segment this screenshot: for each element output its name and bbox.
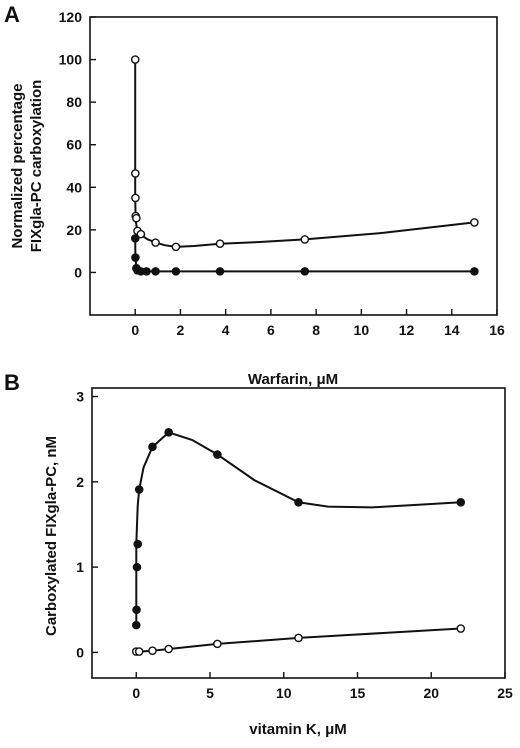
panel-b-filled-circle-point <box>164 428 173 437</box>
panel-a-open-circle-point <box>136 229 146 239</box>
panel-b-y-tick-label: 0 <box>76 644 84 660</box>
panel-b-x-tick-label: 20 <box>423 685 439 701</box>
panel-b-y-tick-label: 3 <box>76 389 84 405</box>
panel-a-y-tick-label: 40 <box>66 179 82 195</box>
panel-b-open-circle-point <box>294 633 303 643</box>
panel-a-x-tick-label: 0 <box>131 322 139 338</box>
panel-b-x-tick-label: 15 <box>350 685 366 701</box>
panel-b-open-circle-point <box>148 646 157 656</box>
panel-a-filled-circle-point <box>470 267 479 276</box>
panel-b-filled-circle-point <box>131 620 141 630</box>
panel-b-series-lines <box>135 431 461 653</box>
panel-a-y-ticks: 0 20 40 60 80 100 120 <box>59 9 96 280</box>
panel-a-x-tick-label: 14 <box>444 322 460 338</box>
panel-b-x-axis-label: vitamin K, μM <box>249 721 347 738</box>
panel-b: B 0 5 10 15 20 25 0 1 2 3 vitamin K, μM Carboxyl… <box>4 370 513 738</box>
panel-b-filled-circle-point <box>294 497 303 507</box>
panel-a-open-circle-point <box>470 218 479 227</box>
panel-b-filled-circle-point <box>456 497 466 507</box>
panel-a-open-circle-point <box>131 193 140 203</box>
panel-a-filled-circle-point <box>171 267 181 276</box>
panel-a-filled-circle-point <box>151 267 160 276</box>
panel-a-x-tick-label: 8 <box>312 322 320 338</box>
panel-a-x-tick-label: 2 <box>177 322 185 338</box>
panel-a-open-circle-point <box>131 169 140 178</box>
panel-a-open-circle-point <box>151 238 160 247</box>
panel-b-open-circle-point <box>213 639 222 649</box>
panel-b-y-tick-label: 1 <box>76 559 84 575</box>
panel-b-open-circle-point <box>164 644 173 654</box>
panel-a-plot-frame <box>89 16 498 316</box>
panel-b-open-circle-point <box>456 624 466 633</box>
panel-a-filled-circle-point <box>142 267 151 276</box>
panel-a-open-circle-point <box>130 55 140 64</box>
panel-b-open-circle-point <box>134 647 144 656</box>
panel-a-filled-circle-point <box>130 234 140 243</box>
panel-a-letter: A <box>4 2 20 27</box>
panel-a-filled-circle-point <box>131 253 140 262</box>
panel-b-y-ticks: 0 1 2 3 <box>76 389 98 660</box>
panel-a-y-axis-label-line-1: Normalized percentage <box>9 83 26 248</box>
panel-a-series-1-line <box>134 59 475 248</box>
panel-a-data-points <box>130 55 479 276</box>
panel-a-open-circle-point <box>132 213 141 223</box>
panel-a-x-tick-label: 16 <box>489 322 505 338</box>
panel-b-filled-circle-point <box>132 605 141 615</box>
panel-a-x-tick-label: 12 <box>399 322 415 338</box>
panel-a-y-tick-label: 0 <box>74 264 82 280</box>
panel-b-filled-circle-point <box>134 485 144 494</box>
panel-b-y-tick-label: 2 <box>76 474 84 490</box>
panel-b-filled-circle-point <box>132 562 142 572</box>
panel-b-letter: B <box>4 370 20 395</box>
panel-a-y-tick-label: 100 <box>59 52 83 68</box>
panel-b-x-tick-label: 0 <box>132 685 140 701</box>
panel-b-filled-circle-point <box>148 442 157 452</box>
panel-a-y-tick-label: 20 <box>66 222 82 238</box>
panel-a-y-axis-label: Normalized percentage FIXgla-PC carboxyl… <box>9 80 45 253</box>
panel-b-filled-circle-point <box>213 450 222 459</box>
panel-b-y-axis-label: Carboxylated FIXgla-PC, nM <box>43 436 60 636</box>
panel-a-open-circle-point <box>171 242 181 252</box>
panel-a-filled-circle-point <box>215 267 225 276</box>
panel-a-y-tick-label: 60 <box>66 137 82 153</box>
panel-b-x-tick-label: 25 <box>497 685 513 701</box>
panel-a: A 0 2 4 6 8 10 12 14 16 0 20 40 60 80 100 120 Warfarin… <box>4 2 505 388</box>
panel-a-filled-circle-point <box>300 267 310 276</box>
panel-b-x-tick-label: 10 <box>276 685 292 701</box>
panel-a-open-circle-point <box>300 235 310 244</box>
panel-b-data-points <box>131 428 466 656</box>
panel-b-series-1-line <box>135 431 461 626</box>
panel-a-x-tick-label: 4 <box>222 322 230 338</box>
panel-b-y-axis-label-line-1: Carboxylated FIXgla-PC, nM <box>43 436 60 636</box>
panel-a-x-tick-label: 6 <box>267 322 275 338</box>
panel-a-x-axis-label: Warfarin, μM <box>248 371 338 388</box>
panel-a-open-circle-point <box>215 239 225 248</box>
panel-a-y-tick-label: 120 <box>59 9 83 25</box>
panel-b-x-tick-label: 5 <box>206 685 214 701</box>
panel-a-y-axis-label-line-2: FIXgla-PC carboxylation <box>28 80 45 253</box>
panel-a-x-tick-label: 10 <box>354 322 370 338</box>
panel-a-y-tick-label: 80 <box>66 94 82 110</box>
panel-a-x-ticks: 0 2 4 6 8 10 12 14 16 <box>131 309 505 338</box>
panel-b-filled-circle-point <box>133 539 143 549</box>
panel-b-x-ticks: 0 5 10 15 20 25 <box>132 672 513 701</box>
panel-b-plot-frame <box>91 387 506 679</box>
